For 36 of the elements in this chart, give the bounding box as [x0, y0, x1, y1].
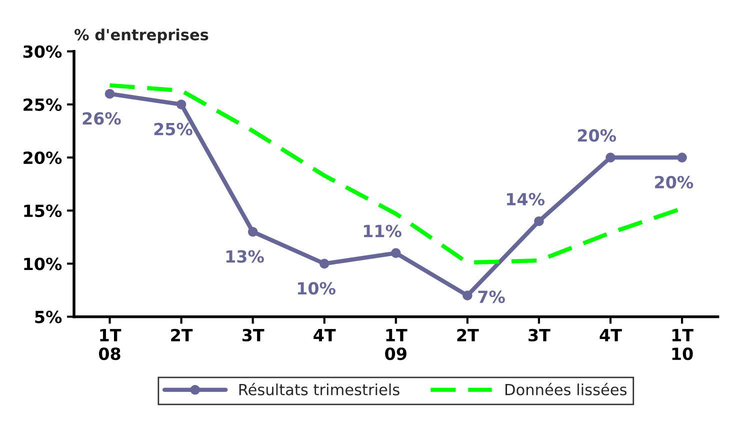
x-tick-label: 4T: [314, 329, 336, 342]
point: [462, 290, 472, 300]
y-axis-title: % d'entreprises: [74, 28, 208, 44]
y-tick-label: 15%: [24, 204, 62, 218]
data-label: 25%: [154, 122, 192, 136]
legend-label: Données lissées: [506, 382, 627, 396]
data-label: 10%: [298, 282, 336, 295]
x-tick-label: 1T 09: [385, 329, 408, 360]
point: [248, 226, 258, 237]
data-label: 14%: [507, 192, 544, 206]
point: [104, 88, 115, 99]
point: [176, 100, 186, 110]
point: [320, 258, 330, 269]
y-tick-label: 10%: [24, 258, 62, 270]
x-tick-label: 4T: [600, 329, 622, 342]
data-label: 20%: [655, 176, 694, 188]
point: [534, 216, 544, 226]
data-label: 20%: [578, 129, 616, 142]
data-label: 7%: [478, 290, 505, 304]
data-label: 13%: [226, 250, 264, 263]
legend-label: Résultats trimestriels: [239, 382, 400, 396]
y-tick-label: 5%: [35, 310, 62, 324]
data-label: 26%: [82, 112, 121, 125]
data-label: 11%: [364, 224, 402, 238]
point: [606, 152, 616, 162]
x-tick-label: 1T 08: [98, 329, 122, 360]
x-tick-label: 2T: [171, 328, 193, 342]
y-tick-label: 30%: [23, 45, 62, 58]
x-tick-label: 1T 10: [672, 329, 694, 360]
x-tick-label: 3T: [528, 328, 550, 342]
x-tick-label: 2T: [457, 328, 479, 342]
point: [677, 152, 687, 162]
y-tick-label: 20%: [24, 151, 62, 164]
y-tick-label: 25%: [24, 98, 62, 111]
x-tick-label: 3T: [242, 328, 264, 342]
point: [391, 248, 401, 258]
